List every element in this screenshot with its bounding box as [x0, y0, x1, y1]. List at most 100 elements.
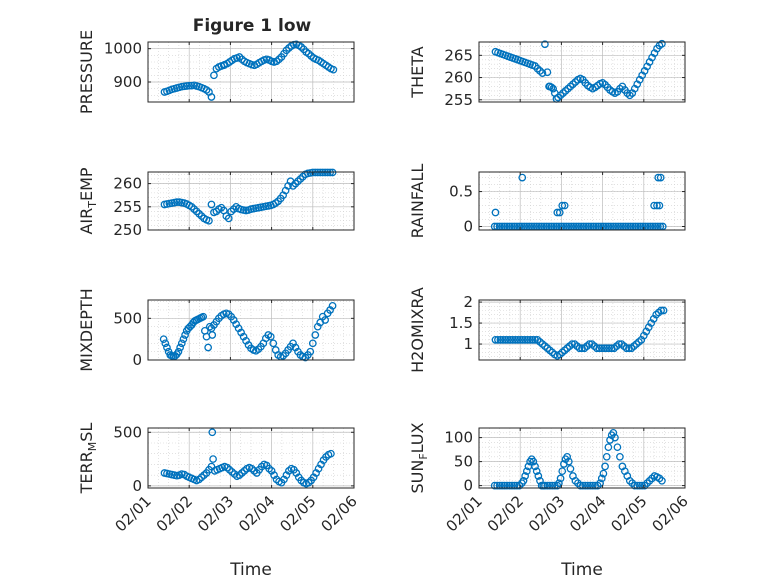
data-point [321, 316, 330, 324]
data-point [586, 481, 595, 490]
y-tick-label: 1000 [104, 40, 142, 58]
figure-title: Figure 1 low [193, 16, 312, 36]
data-point [625, 476, 634, 485]
data-point [588, 481, 597, 490]
subplot-theta: 255 260 265 THETA [408, 39, 686, 109]
axes-box [478, 41, 686, 103]
data-point [329, 65, 338, 74]
y-axis-label: RAINFALL [408, 164, 427, 239]
axes-box [478, 171, 686, 231]
data-point [593, 481, 602, 490]
x-tick-label: 02/04 [566, 492, 609, 535]
y-tick-label: 100 [444, 429, 473, 447]
y-tick-label: 900 [113, 73, 142, 91]
data-point [596, 479, 604, 488]
data-point [643, 479, 651, 488]
data-point [495, 481, 504, 490]
data-point [543, 68, 552, 77]
data-point [549, 84, 558, 93]
minor-grid [148, 41, 354, 103]
data-point [523, 336, 532, 344]
x-tick-label: 02/02 [153, 492, 196, 535]
data-point [163, 343, 171, 352]
series-rainfall [490, 173, 667, 231]
data-point [176, 343, 184, 352]
data-point [650, 201, 658, 210]
y-tick-label: 50 [454, 453, 473, 471]
data-point [159, 335, 168, 344]
data-point [172, 198, 181, 207]
subplot-h2omixra: 1 1.5 2 H2OMIXRA [408, 287, 686, 373]
data-point [556, 474, 565, 483]
y-tick-label: 2 [463, 293, 473, 311]
data-point [550, 481, 559, 490]
data-point [658, 476, 666, 485]
data-point [575, 344, 584, 353]
data-point [571, 476, 580, 485]
data-point [513, 336, 522, 344]
series-mixdepth [159, 301, 337, 362]
data-point [655, 201, 664, 210]
series-h2omixra [491, 306, 668, 360]
x-tick-label: 02/05 [607, 492, 650, 535]
data-point [518, 173, 527, 182]
y-tick-label: 255 [113, 198, 142, 216]
data-point [532, 467, 541, 476]
data-point [640, 481, 649, 490]
data-point [505, 481, 514, 490]
data-point [645, 476, 654, 485]
data-point [654, 173, 663, 182]
axes-box [147, 427, 355, 489]
axes-box [147, 299, 355, 361]
data-point [199, 312, 208, 321]
data-point [205, 322, 214, 331]
data-point [516, 336, 525, 344]
data-point [205, 216, 213, 225]
data-point [547, 83, 556, 92]
data-point [506, 336, 515, 344]
y-tick-label: 1.5 [449, 314, 473, 332]
data-point [308, 339, 317, 348]
data-point [602, 452, 611, 461]
data-point [560, 201, 569, 210]
data-point [311, 331, 320, 339]
data-point [508, 336, 517, 344]
data-point [266, 332, 275, 341]
x-axis-label: Time [229, 560, 272, 580]
data-point [531, 462, 539, 471]
series-sunflux [490, 428, 666, 490]
subplot-rainfall: 0 0.5 RAINFALL [408, 164, 686, 239]
axes-box [147, 41, 355, 103]
data-point [528, 336, 537, 344]
data-point [630, 481, 639, 490]
data-point [604, 443, 613, 452]
data-point [269, 339, 278, 348]
axes-box [478, 299, 686, 361]
data-point [553, 208, 562, 217]
data-point [595, 344, 604, 353]
data-point [185, 81, 194, 90]
y-tick-label: 1 [463, 335, 473, 353]
y-tick-label: 0.5 [449, 183, 473, 201]
y-axis-label: TERRMSL [77, 423, 99, 495]
axes-box [147, 171, 355, 231]
data-point [503, 481, 511, 490]
series-airtemp [160, 168, 337, 225]
data-point [658, 39, 666, 48]
data-point [576, 481, 585, 490]
y-axis-label: MIXDEPTH [77, 288, 96, 371]
data-point [541, 40, 549, 49]
data-point [208, 331, 217, 339]
data-point [491, 336, 500, 344]
data-point [490, 481, 499, 490]
data-point [605, 344, 614, 353]
data-point [204, 343, 213, 352]
y-tick-label: 0 [132, 477, 142, 495]
data-point [521, 472, 529, 480]
data-point [503, 336, 512, 344]
data-point [601, 462, 609, 471]
y-tick-label: 500 [113, 309, 142, 327]
data-point [496, 336, 505, 344]
y-axis-label: H2OMIXRA [408, 287, 427, 373]
